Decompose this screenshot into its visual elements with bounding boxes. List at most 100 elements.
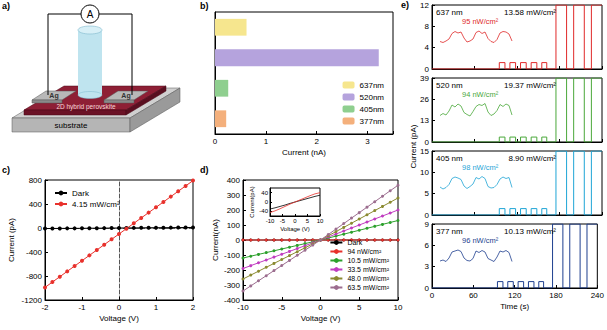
svg-text:10: 10 [394, 303, 403, 312]
svg-text:12: 12 [420, 1, 429, 10]
svg-text:405 nm: 405 nm [436, 154, 463, 163]
svg-text:520 nm: 520 nm [436, 81, 463, 90]
svg-text:-1: -1 [78, 303, 86, 312]
svg-text:10.13 mW/cm²: 10.13 mW/cm² [504, 227, 556, 236]
svg-text:-400: -400 [224, 295, 240, 305]
svg-text:180: 180 [549, 291, 563, 300]
svg-text:200: 200 [227, 206, 241, 215]
svg-text:a): a) [2, 1, 10, 11]
svg-text:10.5 mW/cm²: 10.5 mW/cm² [347, 257, 389, 264]
svg-text:637nm: 637nm [360, 81, 385, 90]
svg-text:95 nW/cm²: 95 nW/cm² [462, 17, 499, 26]
svg-text:400: 400 [29, 200, 43, 209]
svg-text:2: 2 [314, 137, 319, 146]
svg-text:120: 120 [508, 291, 522, 300]
svg-text:3: 3 [365, 137, 370, 146]
svg-text:-400: -400 [26, 248, 43, 257]
svg-text:405nm: 405nm [360, 105, 385, 114]
svg-text:377 nm: 377 nm [436, 227, 463, 236]
svg-text:400: 400 [227, 176, 241, 185]
svg-text:Ag: Ag [121, 92, 130, 100]
svg-text:e): e) [401, 0, 409, 10]
svg-text:377nm: 377nm [360, 117, 385, 126]
svg-text:19.37 mW/cm²: 19.37 mW/cm² [504, 81, 556, 90]
svg-text:d): d) [200, 165, 209, 175]
svg-text:-800: -800 [26, 272, 43, 281]
svg-text:637 nm: 637 nm [436, 8, 463, 17]
svg-text:33.5 mW/cm²: 33.5 mW/cm² [347, 266, 389, 273]
svg-text:0: 0 [425, 211, 430, 220]
svg-text:Current(pA): Current(pA) [249, 186, 255, 217]
svg-text:1: 1 [264, 137, 269, 146]
svg-text:Dark: Dark [72, 189, 90, 198]
svg-text:b): b) [200, 1, 209, 11]
svg-text:2D hybrid perovskite: 2D hybrid perovskite [56, 103, 116, 111]
svg-text:0: 0 [38, 224, 43, 233]
svg-text:0: 0 [117, 303, 122, 312]
svg-text:A: A [87, 9, 94, 20]
svg-text:-5: -5 [280, 218, 286, 224]
svg-text:Dark: Dark [347, 239, 362, 246]
svg-text:Ag: Ag [49, 92, 58, 100]
svg-text:0: 0 [318, 303, 323, 312]
svg-text:10: 10 [317, 218, 324, 224]
svg-text:0: 0 [213, 137, 218, 146]
svg-text:-10: -10 [266, 218, 275, 224]
svg-text:13: 13 [420, 116, 429, 125]
svg-text:-40: -40 [259, 208, 268, 214]
svg-text:Current (pA): Current (pA) [7, 218, 16, 262]
svg-text:5: 5 [357, 303, 362, 312]
svg-text:0: 0 [293, 218, 297, 224]
svg-text:0: 0 [236, 236, 241, 245]
svg-text:substrate: substrate [55, 121, 88, 130]
svg-text:15: 15 [420, 147, 429, 156]
svg-text:800: 800 [29, 176, 43, 185]
svg-text:c): c) [2, 165, 10, 175]
svg-text:98 nW/cm²: 98 nW/cm² [462, 163, 499, 172]
svg-text:4: 4 [425, 43, 430, 52]
svg-text:Voltage (V): Voltage (V) [301, 314, 341, 323]
svg-text:-200: -200 [224, 266, 241, 275]
svg-text:Current (pA): Current (pA) [409, 124, 418, 168]
svg-text:8: 8 [425, 22, 430, 31]
svg-text:26: 26 [420, 95, 429, 104]
svg-text:94 nW/cm²: 94 nW/cm² [347, 248, 382, 255]
svg-text:2: 2 [191, 303, 196, 312]
svg-text:94 nW/cm²: 94 nW/cm² [462, 90, 499, 99]
svg-text:4.15 mW/cm²: 4.15 mW/cm² [72, 200, 120, 209]
svg-text:10: 10 [420, 168, 429, 177]
svg-text:13.58 mW/cm²: 13.58 mW/cm² [504, 8, 556, 17]
svg-text:96 nW/cm²: 96 nW/cm² [462, 236, 499, 245]
svg-text:-300: -300 [224, 281, 241, 290]
svg-text:-10: -10 [237, 303, 249, 312]
svg-text:-2: -2 [41, 303, 49, 312]
svg-text:5: 5 [306, 218, 310, 224]
svg-text:63.5 mW/cm²: 63.5 mW/cm² [347, 284, 389, 291]
svg-text:300: 300 [227, 191, 241, 200]
svg-text:-1200: -1200 [22, 296, 43, 305]
svg-text:-100: -100 [224, 251, 241, 260]
svg-text:6: 6 [425, 241, 430, 250]
svg-text:40: 40 [261, 190, 268, 196]
svg-text:48.0 mW/cm²: 48.0 mW/cm² [347, 275, 389, 282]
svg-text:-5: -5 [278, 303, 286, 312]
svg-text:Voltage (V): Voltage (V) [99, 314, 139, 323]
svg-text:39: 39 [420, 74, 429, 83]
svg-text:Current(nA): Current(nA) [211, 219, 220, 261]
svg-text:0: 0 [265, 199, 269, 205]
svg-text:0: 0 [430, 291, 435, 300]
svg-text:1: 1 [154, 303, 159, 312]
svg-text:Time (s): Time (s) [500, 302, 529, 311]
svg-text:8.90 mW/cm²: 8.90 mW/cm² [508, 154, 556, 163]
svg-text:5: 5 [425, 189, 430, 198]
svg-text:0: 0 [425, 138, 430, 147]
svg-text:240: 240 [591, 291, 605, 300]
svg-text:3: 3 [425, 262, 430, 271]
svg-text:520nm: 520nm [360, 93, 385, 102]
svg-text:Current (nA): Current (nA) [282, 148, 326, 157]
svg-text:Voltage (V): Voltage (V) [280, 226, 310, 232]
svg-text:0: 0 [425, 65, 430, 74]
svg-text:9: 9 [425, 220, 430, 229]
svg-text:60: 60 [469, 291, 478, 300]
svg-text:100: 100 [227, 221, 241, 230]
